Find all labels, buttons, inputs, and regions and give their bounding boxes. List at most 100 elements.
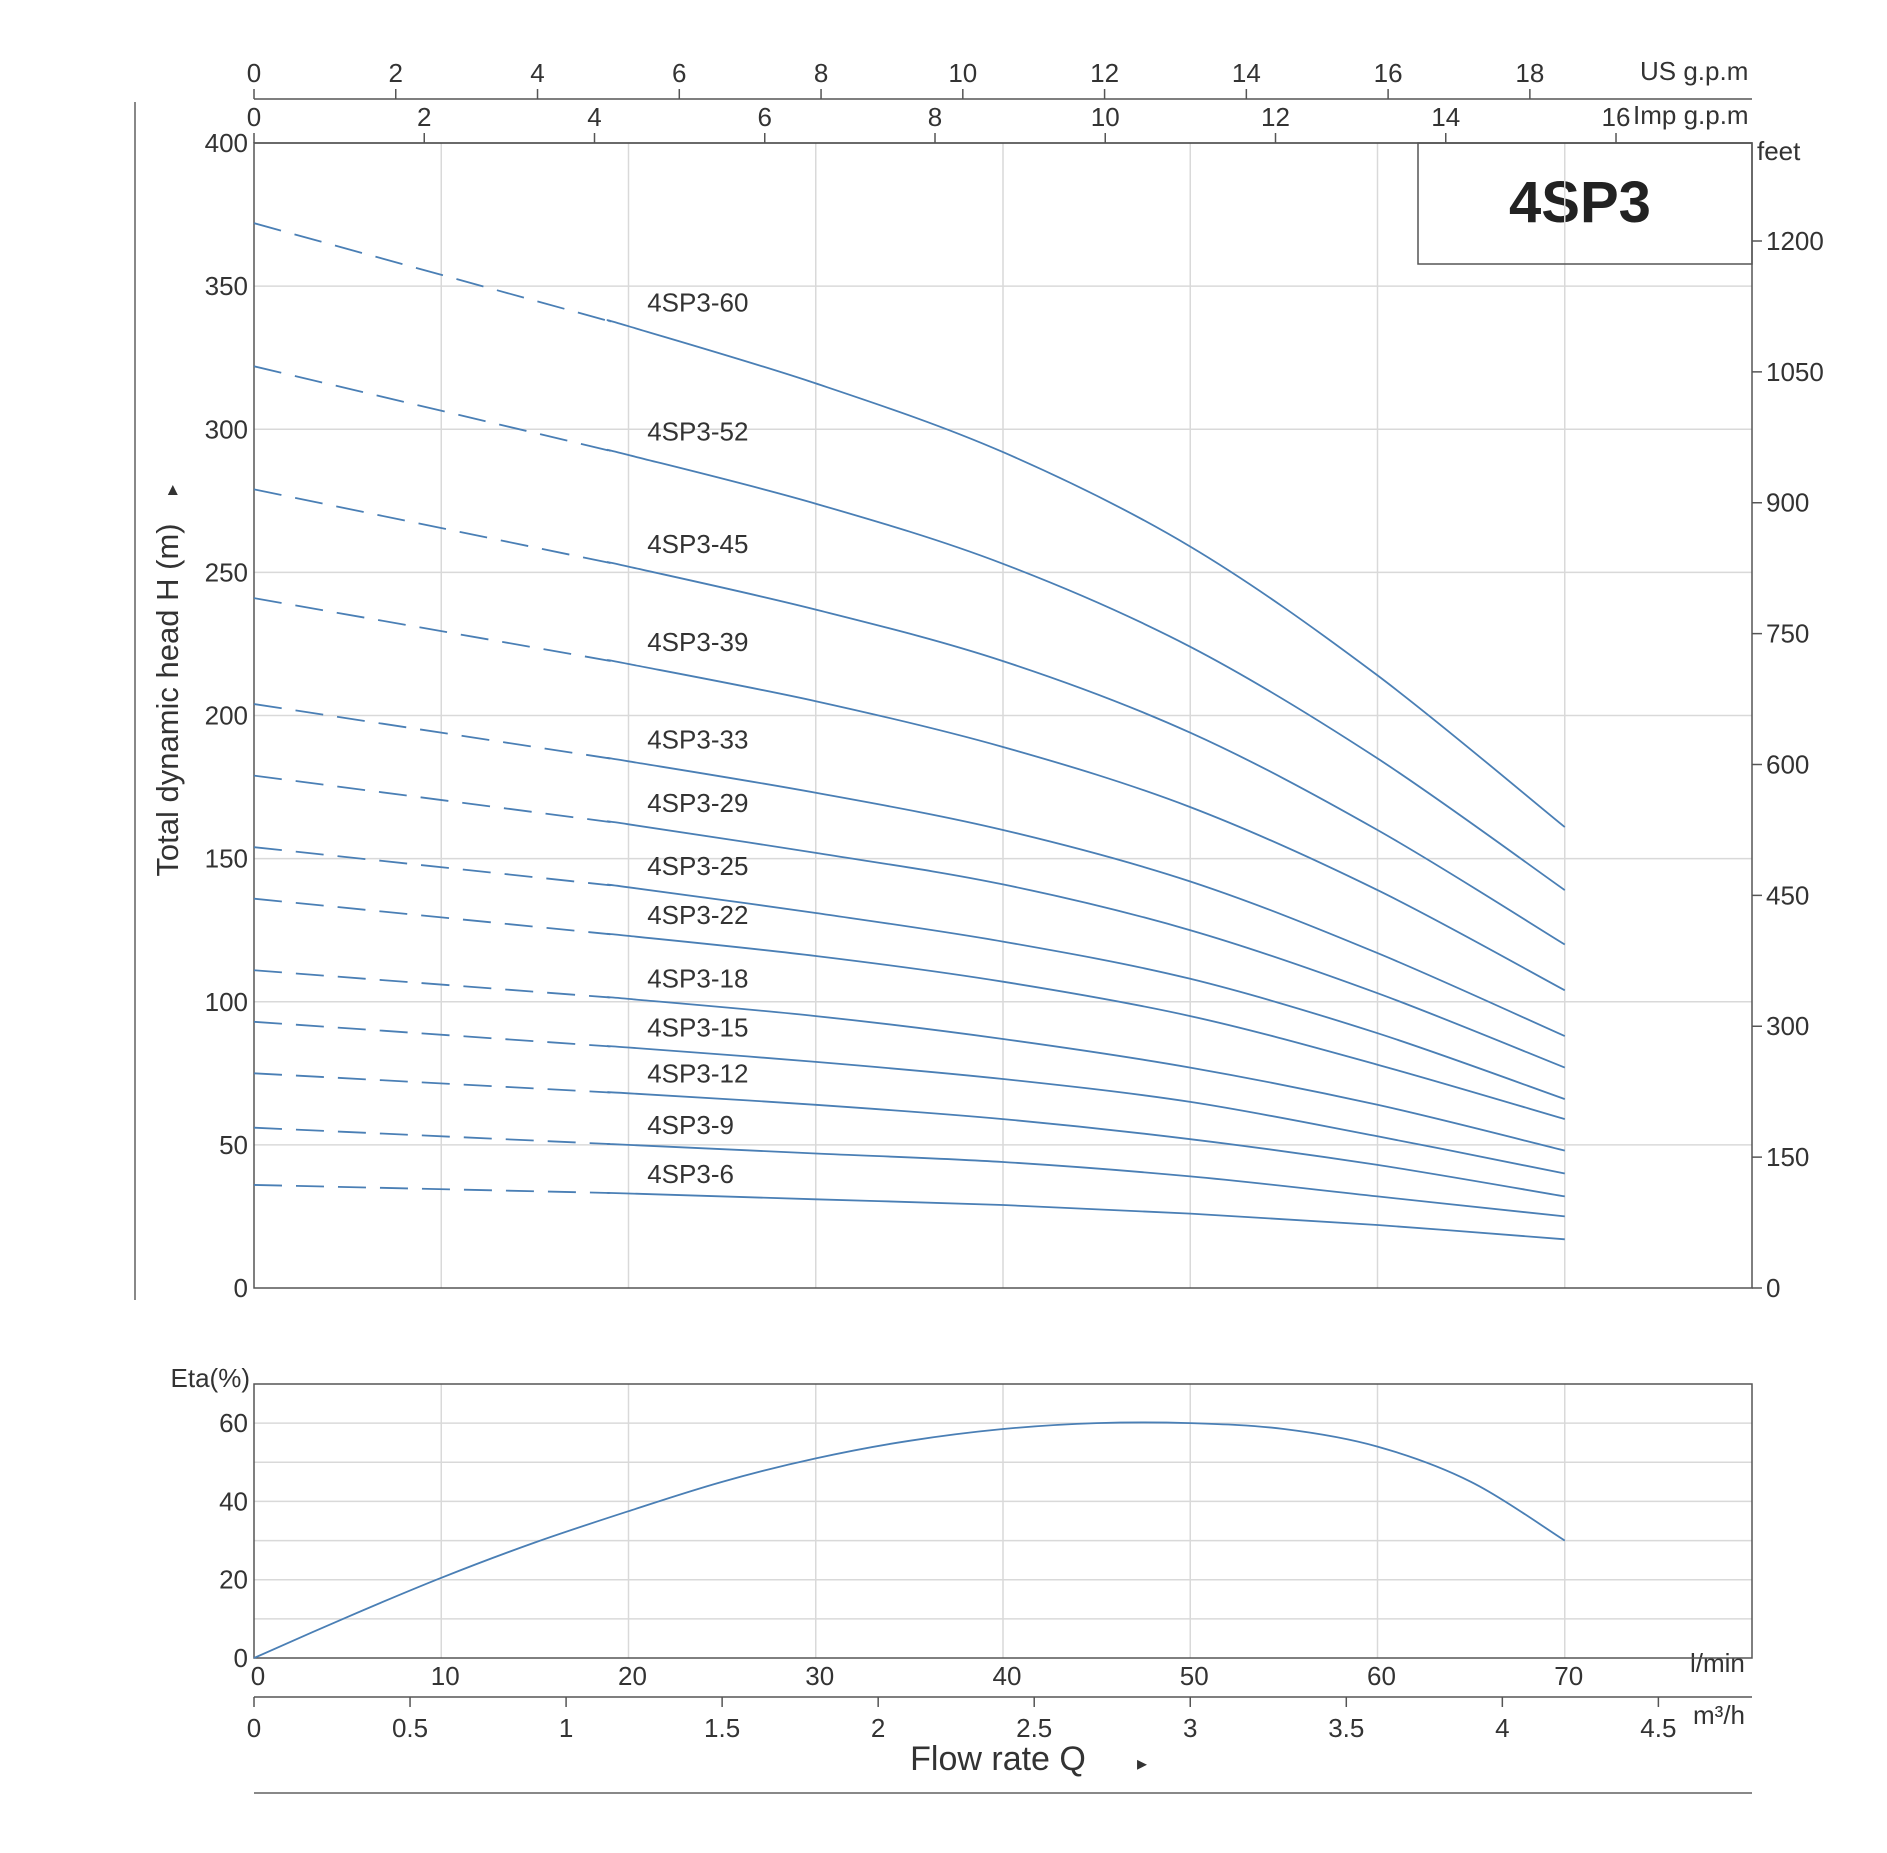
head-curve-solid: [606, 561, 1566, 946]
eta-y-tick-label: 20: [219, 1565, 248, 1595]
top-axis-tick-label: 10: [1091, 102, 1120, 132]
lmin-tick-label: 50: [1180, 1661, 1209, 1691]
feet-tick-label: 900: [1766, 488, 1809, 518]
right-axis-label: feet: [1757, 136, 1801, 166]
top-axis-tick-label: 6: [758, 102, 772, 132]
lmin-tick-label: 30: [805, 1661, 834, 1691]
head-curve-dashed: [253, 774, 610, 823]
head-curve-solid: [606, 1091, 1565, 1198]
head-curve-dashed: [253, 1072, 610, 1094]
head-curve-dashed: [253, 703, 610, 760]
head-curve-label: 4SP3-6: [647, 1159, 734, 1189]
head-y-tick-label: 250: [205, 557, 248, 587]
eta-y-tick-label: 60: [219, 1408, 248, 1438]
head-curve-dashed: [253, 488, 610, 564]
head-y-tick-label: 100: [205, 987, 248, 1017]
head-curve-solid: [606, 757, 1566, 1037]
head-curve-label: 4SP3-52: [647, 417, 748, 447]
head-curve-label: 4SP3-15: [647, 1012, 748, 1042]
head-curve-solid: [606, 932, 1566, 1120]
lmin-tick-label: 20: [618, 1661, 647, 1691]
top-axis-tick-label: 2: [389, 58, 403, 88]
head-curve-solid: [606, 996, 1566, 1152]
head-curve-label: 4SP3-12: [647, 1058, 748, 1088]
lmin-tick-label: 40: [993, 1661, 1022, 1691]
m3h-tick-label: 0.5: [392, 1713, 428, 1743]
us-gpm-axis-label: US g.p.m: [1640, 56, 1748, 86]
imp-gpm-axis-label: Imp g.p.m: [1633, 100, 1749, 130]
head-curve-dashed: [253, 897, 610, 936]
feet-tick-label: 1050: [1766, 357, 1824, 387]
eta-curve: [253, 1421, 1566, 1659]
top-axis-tick-label: 14: [1431, 102, 1460, 132]
head-y-tick-label: 200: [205, 701, 248, 731]
feet-tick-label: 450: [1766, 880, 1809, 910]
lmin-tick-label: 60: [1367, 1661, 1396, 1691]
top-axis-tick-label: 6: [672, 58, 686, 88]
head-curve-dashed: [253, 969, 610, 999]
y-axis-label-arrow: ▸: [161, 485, 183, 495]
head-curve-solid: [606, 319, 1566, 828]
top-axis-tick-label: 0: [247, 102, 261, 132]
head-curve-dashed: [253, 846, 610, 887]
x-axis-label: Flow rate Q: [910, 1740, 1086, 1778]
head-y-tick-label: 350: [205, 271, 248, 301]
head-y-tick-label: 400: [205, 128, 248, 158]
top-axis-tick-label: 4: [530, 58, 544, 88]
top-axis-tick-label: 14: [1232, 58, 1261, 88]
top-axis-tick-label: 10: [948, 58, 977, 88]
m3h-tick-label: 3: [1183, 1713, 1197, 1743]
eta-plot-frame: [253, 1383, 1753, 1659]
head-curve-label: 4SP3-39: [647, 627, 748, 657]
head-curve-dashed: [253, 1020, 610, 1048]
head-y-tick-label: 50: [219, 1130, 248, 1160]
head-curve-label: 4SP3-9: [647, 1110, 734, 1140]
m3h-tick-label: 2: [871, 1713, 885, 1743]
head-curve-dashed: [253, 597, 610, 662]
head-curve-solid: [606, 883, 1566, 1100]
feet-tick-label: 150: [1766, 1142, 1809, 1172]
top-axis-tick-label: 16: [1602, 102, 1631, 132]
top-axis-tick-label: 8: [814, 58, 828, 88]
eta-axis-label: Eta(%): [171, 1363, 250, 1393]
feet-tick-label: 750: [1766, 619, 1809, 649]
head-curve-label: 4SP3-60: [647, 287, 748, 317]
head-curve-solid: [606, 820, 1566, 1069]
x-axis-label-arrow: ▸: [1137, 1753, 1147, 1775]
head-curve-label: 4SP3-25: [647, 851, 748, 881]
lmin-tick-label: 70: [1554, 1661, 1583, 1691]
top-axis-tick-label: 8: [928, 102, 942, 132]
feet-tick-label: 1200: [1766, 226, 1824, 256]
m3h-tick-label: 1: [559, 1713, 573, 1743]
eta-y-tick-label: 0: [234, 1643, 248, 1673]
top-axis-tick-label: 12: [1261, 102, 1290, 132]
top-axis-tick-label: 18: [1515, 58, 1544, 88]
head-curve-dashed: [253, 222, 611, 323]
head-curve-dashed: [253, 1126, 610, 1145]
head-curve-label: 4SP3-18: [647, 963, 748, 993]
head-curve-label: 4SP3-45: [647, 529, 748, 559]
m3h-tick-label: 0: [247, 1713, 261, 1743]
head-curve-solid: [606, 448, 1566, 891]
head-curve-solid: [606, 1045, 1565, 1175]
head-curve-solid: [606, 659, 1566, 992]
lmin-tick-label: 10: [431, 1661, 460, 1691]
eta-y-tick-label: 40: [219, 1486, 248, 1516]
head-y-tick-label: 150: [205, 844, 248, 874]
m3h-tick-label: 2.5: [1016, 1713, 1052, 1743]
feet-tick-label: 600: [1766, 749, 1809, 779]
head-curve-solid: [606, 1192, 1565, 1241]
top-axis-tick-label: 16: [1374, 58, 1403, 88]
top-axis-tick-label: 4: [587, 102, 601, 132]
feet-tick-label: 300: [1766, 1011, 1809, 1041]
m3h-tick-label: 4.5: [1640, 1713, 1676, 1743]
head-curve-label: 4SP3-22: [647, 900, 748, 930]
m3h-axis-label: m³/h: [1693, 1700, 1745, 1730]
feet-tick-label: 0: [1766, 1273, 1780, 1303]
m3h-tick-label: 4: [1495, 1713, 1509, 1743]
top-axis-tick-label: 0: [247, 58, 261, 88]
chart-title: 4SP3: [1509, 170, 1651, 235]
lmin-tick-label: 0: [251, 1661, 265, 1691]
top-axis-tick-label: 12: [1090, 58, 1119, 88]
